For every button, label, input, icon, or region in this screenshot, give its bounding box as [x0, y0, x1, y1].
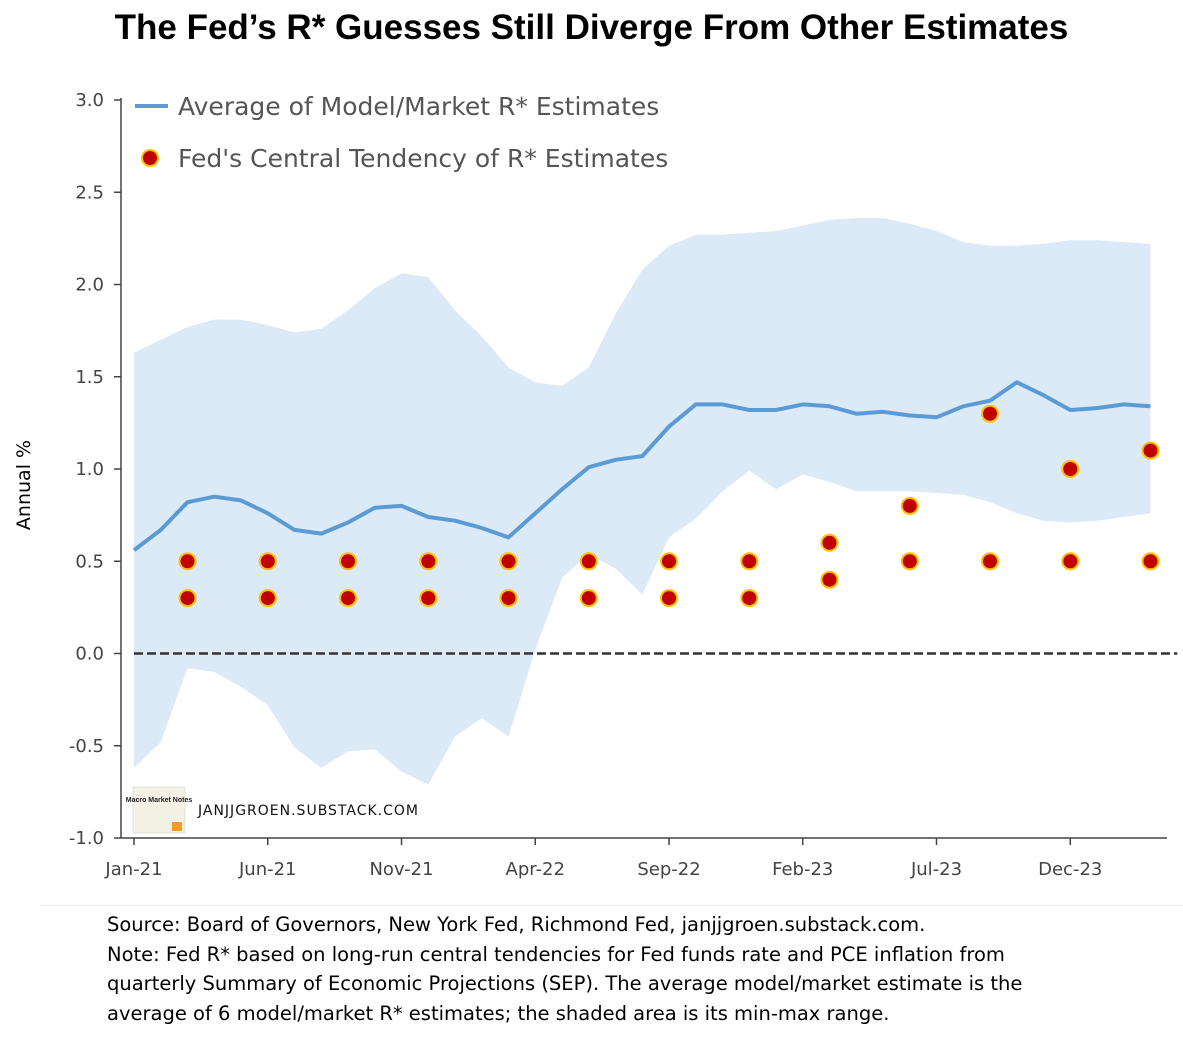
y-tick-label: 2.0 [75, 275, 104, 296]
fed-dot-5 [339, 589, 357, 608]
range-band-layer [134, 218, 1151, 785]
y-tick-label: 0.5 [75, 551, 104, 572]
fed-dot-18 [900, 496, 919, 515]
fed-dot-10 [579, 552, 598, 571]
x-tick-label: Jan-21 [104, 859, 162, 880]
separator [40, 905, 1183, 906]
source-notes: Source: Board of Governors, New York Fed… [107, 910, 1177, 1028]
y-tick-label: 1.5 [75, 367, 104, 388]
fed-dot-22 [1061, 460, 1080, 478]
average-line-layer [132, 380, 1151, 552]
fed-dot-8 [499, 552, 518, 571]
watermark-text: JANJJGROEN.SUBSTACK.COM [197, 803, 419, 819]
x-tick-label: Dec-23 [1038, 859, 1102, 880]
chart-area: Annual % 3.0 2.5 2.0 1.5 1.0 0.5 0.0 -0.5 -1.0Ja… [13, 90, 1178, 880]
chart-title: The Fed’s R* Guesses Still Diverge From … [114, 8, 1069, 47]
fed-dot-6 [419, 552, 438, 571]
fed-dot-14 [740, 552, 759, 571]
fed-dot-25 [1141, 552, 1160, 571]
fed-dot-4 [339, 552, 357, 571]
watermark-logo-text: Macro Market Notes [126, 797, 193, 804]
fed-dot-15 [740, 589, 759, 608]
fed-dot-0 [178, 552, 197, 571]
fed-dots-layer [178, 404, 1160, 608]
watermark-logo-bar [172, 822, 182, 831]
fed-dot-13 [660, 589, 678, 608]
note-line-3: average of 6 model/market R* estimates; … [107, 1001, 890, 1025]
fed-dot-17 [820, 570, 839, 589]
y-tick-label: -0.5 [69, 736, 104, 757]
fed-dot-3 [258, 589, 277, 608]
y-tick-label: 3.0 [75, 90, 104, 111]
x-tick-label: Feb-23 [772, 859, 833, 880]
y-tick-label: 1.0 [75, 459, 104, 480]
fed-dot-11 [579, 589, 598, 608]
note-line-2: quarterly Summary of Economic Projection… [107, 972, 1023, 995]
fed-dot-9 [499, 589, 518, 608]
note-line-1: Note: Fed R* based on long-run central t… [107, 942, 1005, 966]
x-tick-label: Jun-21 [238, 859, 297, 880]
legend: Average of Model/Market R* Estimates Fed… [135, 92, 668, 173]
average-rstar-line [132, 380, 1151, 552]
source-line: Source: Board of Governors, New York Fed… [107, 913, 926, 936]
legend-label-average: Average of Model/Market R* Estimates [178, 92, 659, 121]
fed-dot-1 [178, 589, 197, 608]
fed-dot-19 [900, 552, 919, 571]
fed-dot-7 [419, 589, 438, 608]
watermark: Macro Market Notes JANJJGROEN.SUBSTACK.C… [126, 786, 419, 834]
fed-dot-12 [660, 552, 678, 571]
y-tick-label: -1.0 [69, 828, 104, 849]
fed-dot-23 [1061, 552, 1080, 571]
x-tick-label: Apr-22 [506, 859, 565, 880]
x-tick-label: Jul-23 [910, 859, 962, 880]
fed-dot-21 [981, 552, 999, 571]
fed-dot-2 [258, 552, 277, 571]
fed-dot-16 [820, 533, 839, 552]
fed-dot-24 [1141, 441, 1160, 460]
legend-label-fed: Fed's Central Tendency of R* Estimates [178, 144, 668, 173]
fed-dot-20 [981, 404, 999, 423]
min-max-range-band [134, 218, 1151, 785]
y-tick-label: 2.5 [75, 182, 104, 203]
x-tick-label: Nov-21 [369, 859, 433, 880]
y-tick-label: 0.0 [75, 644, 104, 665]
legend-dot-swatch [141, 149, 159, 167]
x-tick-label: Sep-22 [637, 859, 700, 880]
y-axis-label: Annual % [13, 440, 35, 530]
